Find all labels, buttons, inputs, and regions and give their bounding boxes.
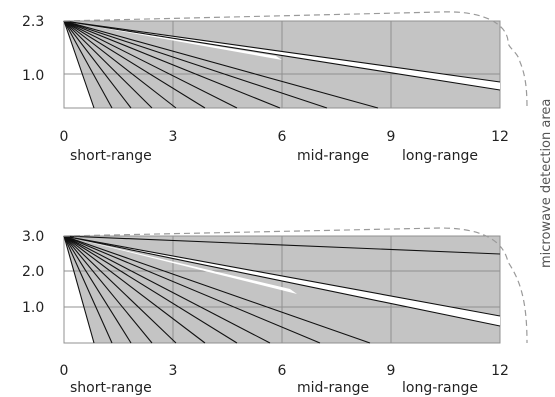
detection-ray — [63, 20, 281, 109]
upper-x-tick: 0 — [60, 129, 69, 145]
detection-ray — [63, 20, 328, 109]
lower-short-range-label: short-range — [70, 380, 152, 396]
upper-x-tick: 12 — [491, 129, 509, 145]
detection-ray — [63, 235, 501, 317]
detection-ray — [63, 20, 238, 109]
lower-detection-zone — [63, 227, 528, 344]
lower-x-tick: 12 — [491, 363, 509, 379]
lower-microwave-outline — [63, 227, 528, 344]
detection-ray — [63, 235, 238, 344]
detection-ray — [63, 235, 177, 344]
upper-mid-range-label: mid-range — [297, 148, 369, 164]
lower-rays — [63, 235, 501, 344]
upper-x-tick: 3 — [169, 129, 178, 145]
detection-ray — [63, 20, 501, 91]
detection-ray — [63, 235, 371, 344]
detection-ray — [63, 235, 206, 344]
lower-x-tick: 3 — [169, 363, 178, 379]
detection-ray — [63, 20, 501, 83]
detection-ray — [63, 235, 501, 327]
detection-ray — [63, 235, 321, 344]
upper-white-band — [64, 21, 282, 60]
upper-x-tick: 9 — [387, 129, 396, 145]
detection-ray — [63, 235, 153, 344]
detection-ray — [63, 235, 271, 344]
lower-y-tick: 1.0 — [22, 300, 44, 316]
lower-mid-range-label: mid-range — [297, 380, 369, 396]
lower-y-tick: 3.0 — [22, 229, 44, 245]
upper-x-tick: 6 — [278, 129, 287, 145]
detection-ray — [63, 20, 206, 109]
detection-ray — [63, 20, 132, 109]
upper-y-tick: 1.0 — [22, 68, 44, 84]
upper-microwave-outline — [63, 11, 528, 109]
detection-ray — [63, 235, 113, 344]
detection-ray — [63, 20, 113, 109]
detection-ray — [63, 235, 95, 344]
upper-long-range-label: long-range — [402, 148, 478, 164]
detection-ray — [63, 20, 95, 109]
detection-ray — [63, 235, 132, 344]
microwave-detection-area-label: microwave detection area — [539, 99, 554, 268]
upper-detection-zone — [63, 11, 528, 109]
lower-x-tick: 9 — [387, 363, 396, 379]
detection-ray — [63, 20, 379, 109]
detection-ray — [63, 20, 177, 109]
upper-short-range-label: short-range — [70, 148, 152, 164]
lower-x-tick: 6 — [278, 363, 287, 379]
upper-rays — [63, 20, 501, 109]
lower-y-tick: 2.0 — [22, 264, 44, 280]
lower-x-tick: 0 — [60, 363, 69, 379]
detection-ray — [63, 235, 501, 255]
lower-long-range-label: long-range — [402, 380, 478, 396]
upper-y-tick: 2.3 — [22, 14, 44, 30]
detection-ray — [63, 20, 153, 109]
lower-white-band — [64, 236, 297, 294]
